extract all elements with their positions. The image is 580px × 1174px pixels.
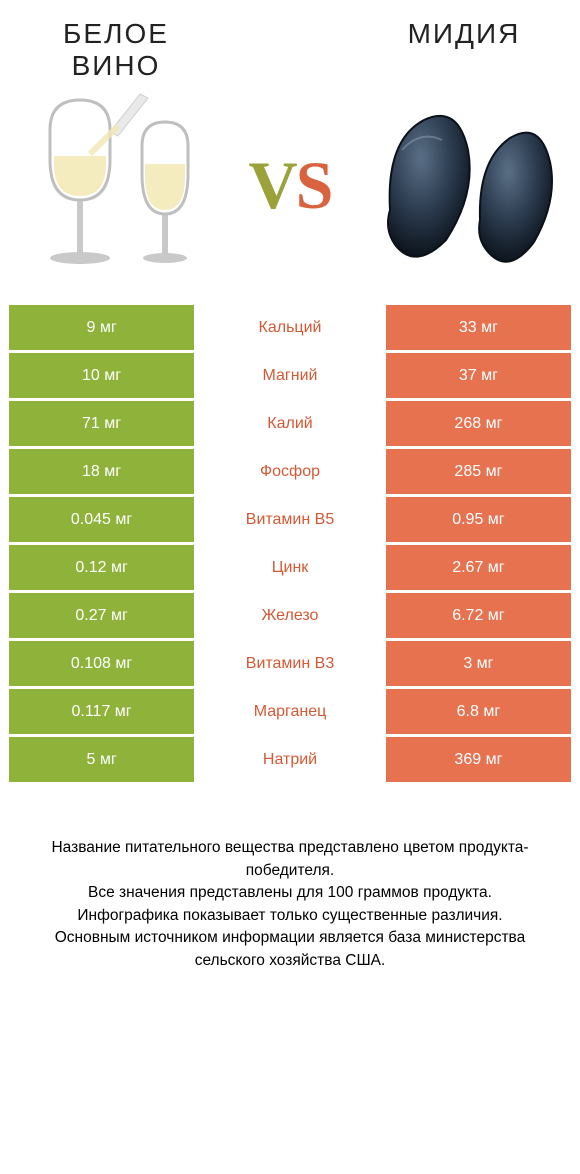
mussel-icon <box>380 90 560 280</box>
table-row: 0.27 мгЖелезо6.72 мг <box>8 592 573 640</box>
footer-line-3: Инфографика показывает только существенн… <box>24 905 556 927</box>
vs-v: V <box>249 147 296 223</box>
table-row: 5 мгНатрий369 мг <box>8 736 573 784</box>
table-row: 18 мгФосфор285 мг <box>8 448 573 496</box>
wine-glass-icon <box>20 90 200 280</box>
left-value-cell: 0.27 мг <box>8 592 196 640</box>
nutrient-label-cell: Фосфор <box>196 448 385 496</box>
right-product-image <box>380 90 560 280</box>
table-row: 10 мгМагний37 мг <box>8 352 573 400</box>
left-value-cell: 10 мг <box>8 352 196 400</box>
table-row: 0.12 мгЦинк2.67 мг <box>8 544 573 592</box>
right-value-cell: 268 мг <box>384 400 572 448</box>
left-value-cell: 18 мг <box>8 448 196 496</box>
nutrient-label-cell: Марганец <box>196 688 385 736</box>
image-row: VS <box>6 82 574 302</box>
right-value-cell: 369 мг <box>384 736 572 784</box>
left-value-cell: 5 мг <box>8 736 196 784</box>
header-row: БЕЛОЕ ВИНО МИДИЯ <box>6 0 574 82</box>
table-row: 0.117 мгМарганец6.8 мг <box>8 688 573 736</box>
left-value-cell: 0.045 мг <box>8 496 196 544</box>
nutrient-label-cell: Калий <box>196 400 385 448</box>
right-value-cell: 3 мг <box>384 640 572 688</box>
left-product-title: БЕЛОЕ ВИНО <box>16 18 216 82</box>
vs-s: S <box>296 147 332 223</box>
footer-line-4: Основным источником информации является … <box>24 927 556 972</box>
left-value-cell: 0.12 мг <box>8 544 196 592</box>
comparison-table: 9 мгКальций33 мг10 мгМагний37 мг71 мгКал… <box>6 302 574 785</box>
right-value-cell: 33 мг <box>384 304 572 352</box>
left-product-image <box>20 90 200 280</box>
right-value-cell: 285 мг <box>384 448 572 496</box>
nutrient-label-cell: Витамин B5 <box>196 496 385 544</box>
nutrient-label-cell: Витамин B3 <box>196 640 385 688</box>
nutrient-label-cell: Цинк <box>196 544 385 592</box>
left-value-cell: 0.108 мг <box>8 640 196 688</box>
table-row: 71 мгКалий268 мг <box>8 400 573 448</box>
right-product-title: МИДИЯ <box>364 18 564 50</box>
right-value-cell: 0.95 мг <box>384 496 572 544</box>
left-value-cell: 9 мг <box>8 304 196 352</box>
right-value-cell: 2.67 мг <box>384 544 572 592</box>
table-row: 9 мгКальций33 мг <box>8 304 573 352</box>
left-value-cell: 71 мг <box>8 400 196 448</box>
footer-line-1: Название питательного вещества представл… <box>24 837 556 882</box>
left-value-cell: 0.117 мг <box>8 688 196 736</box>
table-row: 0.108 мгВитамин B33 мг <box>8 640 573 688</box>
nutrient-label-cell: Натрий <box>196 736 385 784</box>
nutrient-label-cell: Железо <box>196 592 385 640</box>
right-value-cell: 6.72 мг <box>384 592 572 640</box>
table-row: 0.045 мгВитамин B50.95 мг <box>8 496 573 544</box>
right-value-cell: 6.8 мг <box>384 688 572 736</box>
nutrient-label-cell: Кальций <box>196 304 385 352</box>
comparison-tbody: 9 мгКальций33 мг10 мгМагний37 мг71 мгКал… <box>8 304 573 784</box>
vs-label: VS <box>249 146 332 225</box>
nutrient-label-cell: Магний <box>196 352 385 400</box>
footer-notes: Название питательного вещества представл… <box>6 785 574 1000</box>
footer-line-2: Все значения представлены для 100 граммо… <box>24 882 556 904</box>
right-value-cell: 37 мг <box>384 352 572 400</box>
